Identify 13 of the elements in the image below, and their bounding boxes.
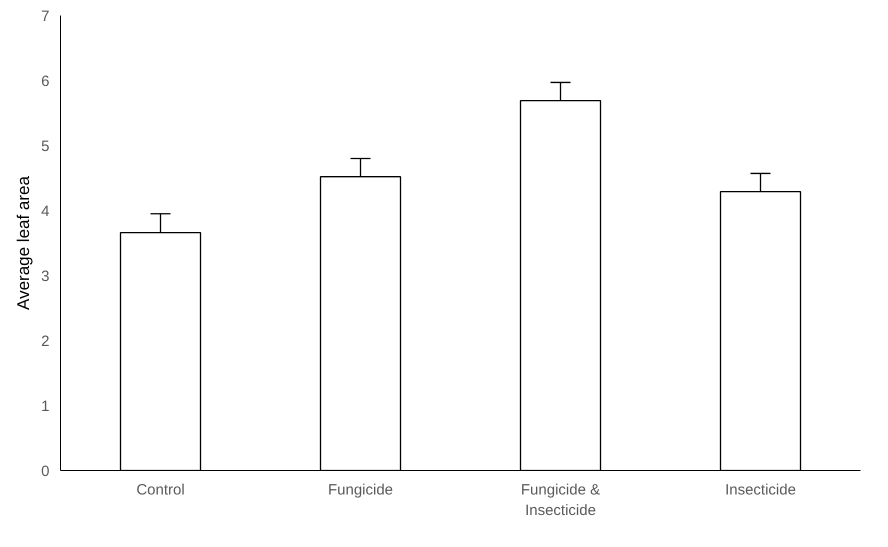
x-tick-label: Control (136, 482, 185, 498)
y-tick-label: 0 (41, 463, 50, 480)
y-axis-title: Average leaf area (14, 176, 34, 310)
y-tick-label: 4 (41, 203, 50, 220)
x-tick-label: Fungicide & Insecticide (520, 482, 600, 519)
x-tick-label: Fungicide (328, 482, 394, 498)
y-tick-label: 1 (41, 398, 50, 415)
x-tick-label: Insecticide (725, 482, 796, 498)
y-tick-label: 5 (41, 138, 50, 155)
y-tick-label: 3 (41, 268, 50, 285)
y-tick-label: 6 (41, 73, 50, 90)
y-tick-label: 2 (41, 333, 50, 350)
y-tick-label: 7 (41, 8, 50, 25)
